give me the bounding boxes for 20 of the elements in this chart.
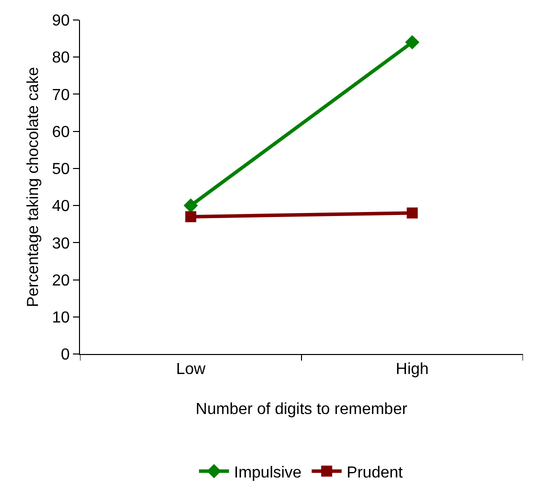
legend-label: Prudent <box>346 464 404 482</box>
y-tick-label: 10 <box>52 309 70 326</box>
y-axis-title: Percentage taking chocolate cake <box>25 66 42 308</box>
point <box>406 207 418 218</box>
y-tick-label: 30 <box>52 235 70 252</box>
y-tick-label: 80 <box>52 50 70 67</box>
point <box>405 35 420 50</box>
point <box>184 198 198 213</box>
y-tick-label: 60 <box>52 124 70 141</box>
x-tick-label: Low <box>176 361 206 378</box>
y-tick-label: 50 <box>52 161 70 178</box>
y-tick-label: 70 <box>52 86 70 104</box>
point <box>185 211 196 222</box>
y-tick-label: 0 <box>60 346 70 364</box>
y-tick-label: 20 <box>52 272 70 290</box>
legend-label: Impulsive <box>234 464 302 482</box>
y-tick-label: 40 <box>52 198 70 216</box>
x-tick-label: High <box>396 361 429 378</box>
y-tick-label: 90 <box>52 12 70 30</box>
x-axis-title: Number of digits to remember <box>196 400 408 418</box>
